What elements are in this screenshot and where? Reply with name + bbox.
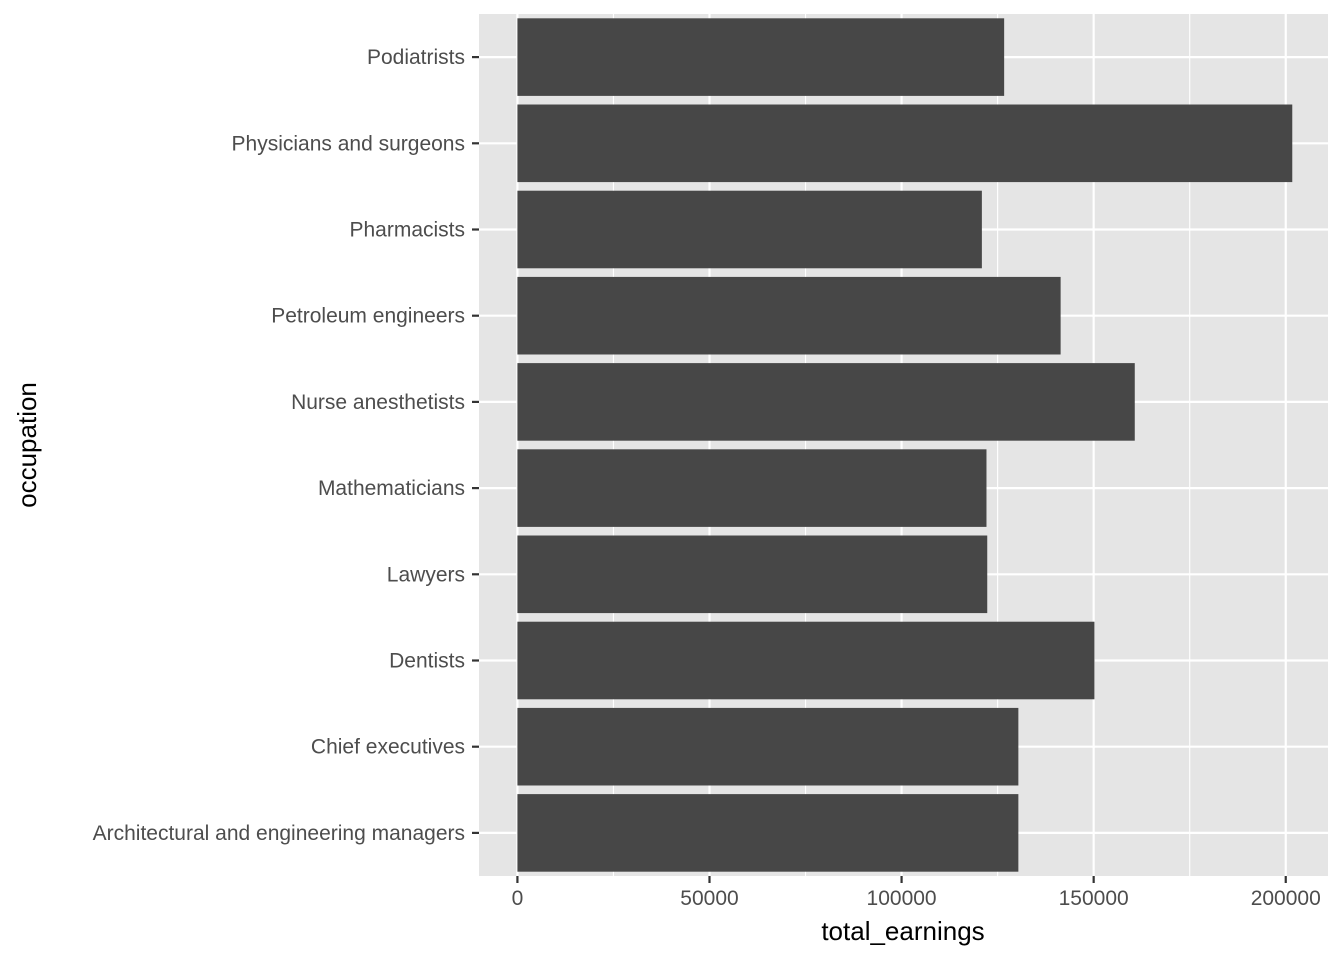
bar [517, 363, 1135, 441]
x-tick-label: 150000 [1059, 887, 1129, 910]
y-axis: Podiatrists Physicians and surgeons Pharma… [93, 46, 479, 845]
bar [517, 449, 987, 527]
x-tick-label: 100000 [867, 887, 937, 910]
bar [517, 18, 1005, 96]
y-tick-label: Architectural and engineering managers [93, 822, 465, 845]
y-tick-label: Mathematicians [318, 477, 465, 500]
x-axis: 0 50000 100000 150000 200000 [512, 876, 1321, 910]
x-tick-label: 200000 [1251, 887, 1321, 910]
y-tick-label: Pharmacists [349, 219, 465, 242]
x-tick-label: 50000 [680, 887, 738, 910]
y-axis-title: occupation [12, 382, 42, 508]
bar [517, 535, 988, 614]
bar [517, 707, 1019, 786]
y-tick-label: Dentists [389, 650, 465, 673]
x-tick-label: 0 [512, 887, 524, 910]
y-tick-label: Podiatrists [367, 46, 465, 69]
y-tick-label: Physicians and surgeons [232, 132, 465, 155]
y-tick-label: Chief executives [311, 736, 465, 759]
x-axis-title: total_earnings [821, 916, 984, 946]
y-tick-label: Petroleum engineers [271, 305, 465, 328]
bar [517, 621, 1095, 700]
bars [517, 18, 1293, 872]
bar [517, 794, 1019, 872]
y-tick-label: Nurse anesthetists [291, 391, 465, 414]
bar [517, 190, 982, 269]
bar [517, 276, 1061, 355]
y-tick-label: Lawyers [387, 563, 465, 586]
bar [517, 104, 1293, 183]
